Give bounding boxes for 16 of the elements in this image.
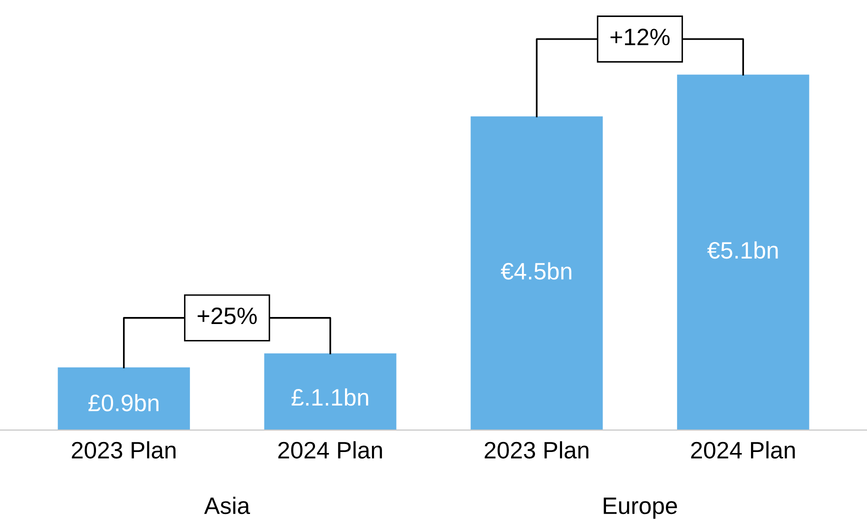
- text: Europe: [604, 498, 677, 519]
- data-label: €4.5bn: [500, 262, 572, 280]
- x-tick-label: 2024 Plan: [691, 441, 795, 459]
- data-label: €5.1bn: [707, 241, 778, 259]
- annotation: +25%: [198, 308, 257, 324]
- bar: [470, 116, 603, 430]
- x-tick-label: 2023 Plan: [72, 441, 176, 459]
- x-tick-label: 2023 Plan: [484, 441, 588, 459]
- data-label: £.1.1bn: [292, 388, 368, 406]
- bar: [58, 367, 190, 430]
- data-label: £0.9bn: [88, 394, 158, 412]
- bar: [677, 74, 810, 430]
- text: Asia: [204, 496, 250, 514]
- text: +12%: [610, 28, 670, 46]
- bar: [264, 353, 396, 430]
- x-tick-label: 2024 Plan: [278, 441, 382, 459]
